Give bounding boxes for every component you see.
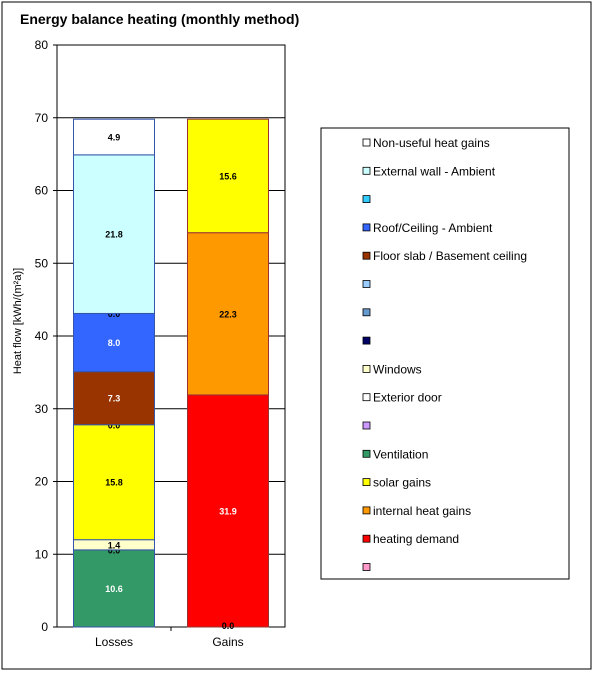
data-label: 15.6	[219, 171, 237, 181]
legend: Non-useful heat gains External wall - Amb…	[320, 127, 570, 580]
legend-swatch	[362, 421, 371, 430]
legend-label: External wall - Ambient	[373, 164, 496, 178]
legend-label: Non-useful heat gains	[373, 136, 490, 150]
y-tick-label: 60	[35, 184, 49, 198]
bar-segment	[73, 549, 155, 628]
data-label: 31.9	[219, 506, 237, 516]
data-label: 22.3	[219, 309, 237, 319]
legend-swatch	[362, 280, 371, 288]
chart-title: Energy balance heating (monthly method)	[20, 11, 299, 27]
legend-swatch	[362, 364, 371, 373]
legend-label: Windows	[373, 362, 422, 376]
data-label: 4.9	[108, 133, 121, 143]
y-tick-label: 70	[35, 111, 49, 125]
bar-segment	[187, 232, 269, 396]
legend-swatch	[362, 563, 371, 571]
legend-swatch	[362, 138, 371, 147]
legend-label: Floor slab / Basement ceiling	[373, 249, 527, 263]
x-tick-label: Gains	[212, 635, 243, 649]
data-label: 21.8	[105, 230, 123, 240]
legend-swatch	[362, 449, 371, 458]
data-label: 15.8	[105, 478, 123, 488]
y-tick-label: 0	[41, 620, 48, 634]
legend-swatch	[362, 478, 371, 487]
y-tick-label: 80	[35, 38, 49, 52]
legend-swatch	[362, 308, 371, 317]
plot-area: 0 10 20 30 40 50 60 70 80 10.6 0.0 1.4 15.8 0.0 7.3 8.0…	[35, 38, 286, 649]
legend-swatch	[362, 506, 371, 515]
bar-segment	[73, 154, 155, 314]
bar-segment	[73, 424, 155, 541]
legend-swatch	[362, 534, 371, 543]
bar-segment	[187, 394, 269, 628]
x-tick-label: Losses	[95, 635, 133, 649]
bar-segment	[187, 118, 269, 234]
legend-swatch	[362, 166, 371, 175]
bar-segment	[73, 118, 155, 156]
data-label: 0.0	[222, 621, 235, 631]
y-tick-label: 50	[35, 256, 49, 270]
data-label: 0.0	[108, 309, 121, 319]
data-label: 7.3	[108, 394, 121, 404]
legend-swatch	[362, 336, 371, 345]
y-tick-label: 20	[35, 475, 49, 489]
legend-swatch	[362, 251, 371, 260]
bar-segment	[73, 371, 155, 426]
legend-label: solar gains	[373, 476, 431, 490]
data-label: 1.4	[108, 540, 121, 550]
legend-label: Exterior door	[373, 391, 442, 405]
y-tick-label: 40	[35, 329, 49, 343]
y-axis-label: Heat flow [kWh/(m²a)]	[12, 268, 24, 374]
data-label: 8.0	[108, 338, 121, 348]
legend-box	[320, 127, 570, 580]
legend-swatch	[362, 393, 371, 402]
legend-label: heating demand	[373, 532, 459, 546]
data-label: 0.0	[108, 420, 121, 430]
legend-swatch	[362, 195, 371, 204]
legend-label: Roof/Ceiling - Ambient	[373, 221, 493, 235]
legend-label: Ventilation	[373, 447, 428, 461]
y-tick-label: 30	[35, 402, 49, 416]
y-tick-label: 10	[35, 547, 49, 561]
data-label: 10.6	[105, 584, 123, 594]
legend-label: internal heat gains	[373, 504, 471, 518]
legend-swatch	[362, 223, 371, 232]
